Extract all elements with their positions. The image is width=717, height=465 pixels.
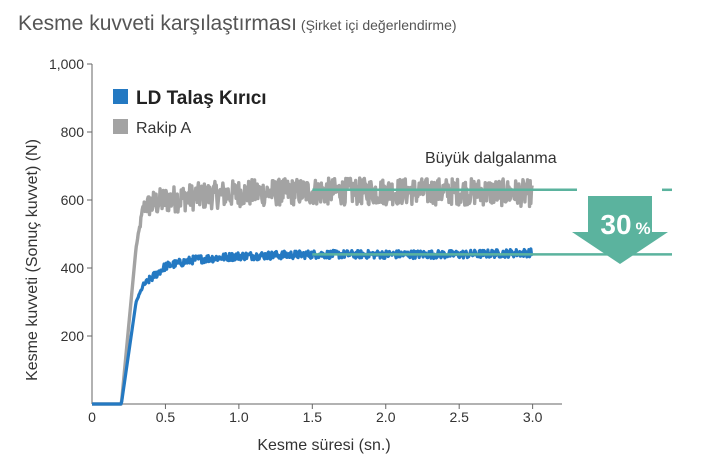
reduction-value: 30 <box>600 209 631 240</box>
series-line-ld <box>91 247 534 406</box>
y-tick-label: 600 <box>61 192 85 208</box>
y-tick-label: 1,000 <box>49 56 84 72</box>
x-axis-label: Kesme süresi (sn.) <box>257 437 390 454</box>
x-tick-label: 1.5 <box>303 409 323 425</box>
y-tick-label: 400 <box>61 260 85 276</box>
legend-label-rival: Rakip A <box>136 120 191 137</box>
y-tick-label: 200 <box>61 328 85 344</box>
annotation-group: Büyük dalgalanma 30% <box>312 150 672 264</box>
y-axis-label: Kesme kuvveti (Sonuç kuvvet) (N) <box>24 139 41 381</box>
axes <box>91 64 562 405</box>
annotation-fluctuation-label: Büyük dalgalanma <box>425 150 557 167</box>
legend-label-ld: LD Talaş Kırıcı <box>136 88 267 109</box>
reduction-arrow <box>572 196 668 264</box>
series-line-rival <box>90 176 534 406</box>
legend-swatch-rival <box>113 119 128 134</box>
x-tick-label: 0.5 <box>156 409 176 425</box>
y-tick-label: 800 <box>61 124 85 140</box>
tick-group: 0 0.5 1.0 1.5 2.0 2.5 3.0 200 400 600 800 1,000 <box>49 56 543 425</box>
legend: LD Talaş Kırıcı Rakip A <box>113 88 267 137</box>
x-tick-label: 1.0 <box>229 409 249 425</box>
legend-swatch-ld <box>113 89 128 104</box>
x-tick-label: 2.0 <box>376 409 396 425</box>
x-tick-label: 2.5 <box>449 409 469 425</box>
chart-title-main: Kesme kuvveti karşılaştırması <box>18 12 297 35</box>
series-group <box>90 176 534 406</box>
chart-title: Kesme kuvveti karşılaştırması (Şirket içi… <box>18 12 457 36</box>
chart-title-sub: (Şirket içi değerlendirme) <box>300 17 457 33</box>
x-tick-label: 3.0 <box>523 409 543 425</box>
reduction-unit: % <box>635 219 650 238</box>
x-tick-label: 0 <box>88 409 96 425</box>
